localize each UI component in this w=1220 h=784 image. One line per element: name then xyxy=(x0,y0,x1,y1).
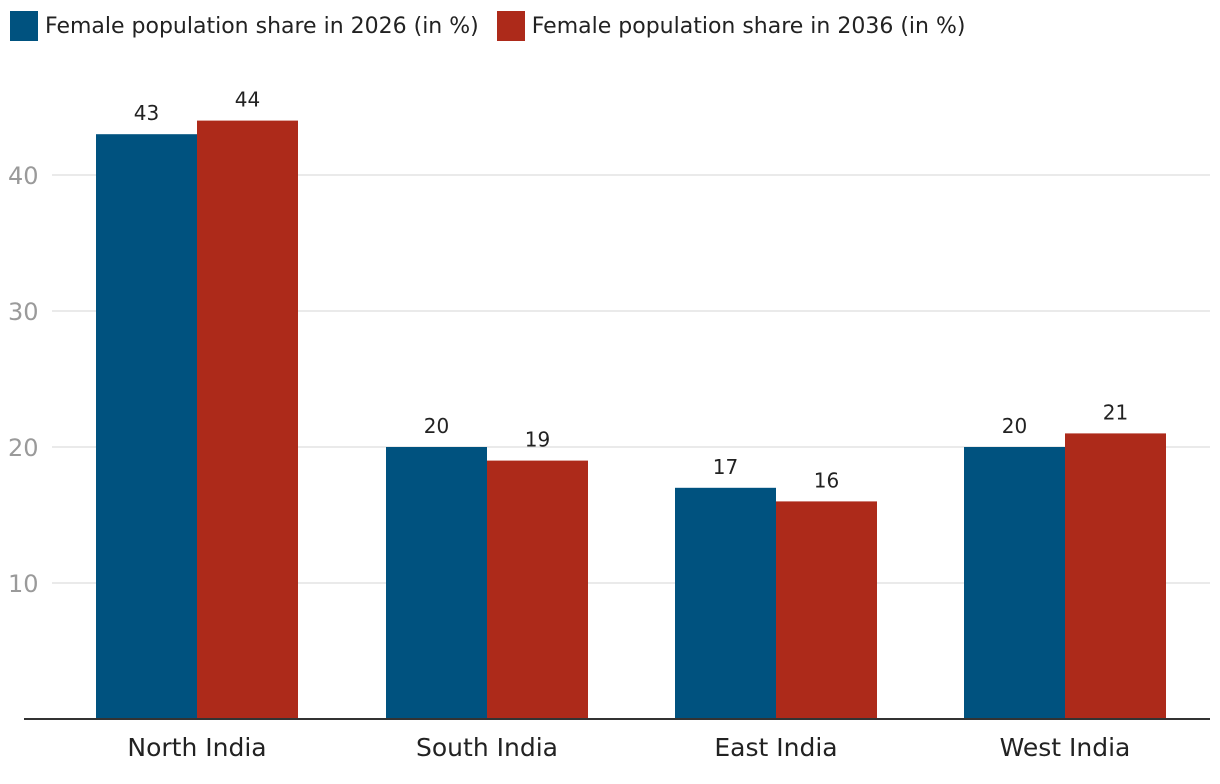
bar-south-india-series-0[interactable] xyxy=(386,447,487,719)
bar-west-india-series-0[interactable] xyxy=(964,447,1065,719)
data-label-west-india-series-1: 21 xyxy=(1103,400,1128,424)
bar-west-india-series-1[interactable] xyxy=(1065,433,1166,719)
bar-north-india-series-1[interactable] xyxy=(197,120,298,720)
bar-south-india-series-1[interactable] xyxy=(487,460,588,719)
legend-swatch-2026 xyxy=(10,11,38,41)
data-label-east-india-series-1: 16 xyxy=(814,468,839,492)
data-label-north-india-series-0: 43 xyxy=(134,101,159,125)
data-label-south-india-series-0: 20 xyxy=(424,414,449,438)
y-tick-label-10: 10 xyxy=(8,570,39,598)
x-tick-label-west-india: West India xyxy=(1000,733,1131,762)
y-tick-label-30: 30 xyxy=(8,298,39,326)
legend-label-2026: Female population share in 2026 (in %) xyxy=(45,13,479,39)
legend: Female population share in 2026 (in %) F… xyxy=(10,11,983,41)
x-tick-label-north-india: North India xyxy=(127,733,266,762)
legend-label-2036: Female population share in 2036 (in %) xyxy=(531,13,966,39)
x-tick-label-south-india: South India xyxy=(416,733,558,762)
y-tick-label-20: 20 xyxy=(8,434,39,462)
bar-north-india-series-0[interactable] xyxy=(96,134,197,719)
y-tick-label-40: 40 xyxy=(8,162,39,190)
legend-item-2036[interactable]: Female population share in 2036 (in %) xyxy=(496,11,966,41)
data-label-east-india-series-0: 17 xyxy=(713,455,738,479)
legend-item-2026[interactable]: Female population share in 2026 (in %) xyxy=(10,11,479,41)
data-label-west-india-series-0: 20 xyxy=(1002,414,1027,438)
legend-swatch-2036 xyxy=(496,11,525,41)
data-label-south-india-series-1: 19 xyxy=(525,428,550,452)
bar-east-india-series-0[interactable] xyxy=(675,487,776,719)
bar-east-india-series-1[interactable] xyxy=(776,501,877,719)
data-label-north-india-series-1: 44 xyxy=(235,88,260,112)
x-tick-label-east-india: East India xyxy=(714,733,837,762)
